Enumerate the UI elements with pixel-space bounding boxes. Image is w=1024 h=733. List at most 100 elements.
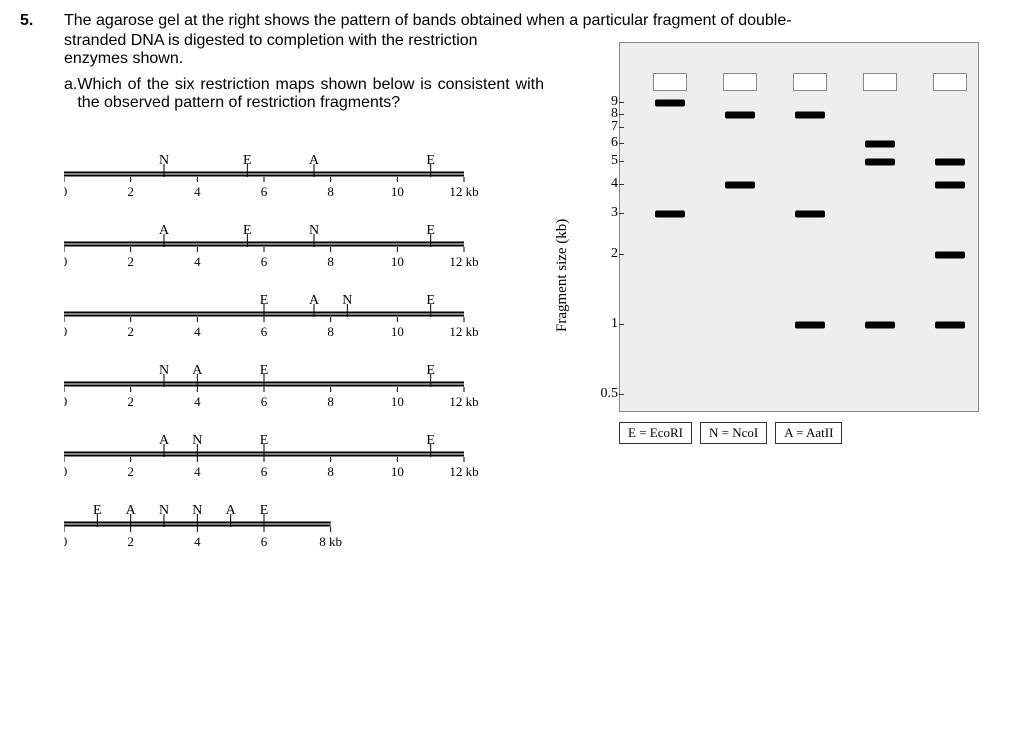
- gel-band: [935, 159, 965, 166]
- svg-text:4: 4: [194, 464, 201, 479]
- svg-text:4: 4: [194, 324, 201, 339]
- gel-band: [865, 140, 895, 147]
- svg-text:E: E: [426, 433, 435, 448]
- gel-figure: Fragment size (kb) ANA+NEE+N E = EcoRIN …: [564, 42, 984, 472]
- gel-band: [935, 181, 965, 188]
- svg-text:8: 8: [327, 184, 334, 199]
- svg-text:A: A: [126, 503, 137, 518]
- svg-text:A: A: [192, 363, 203, 378]
- gel-band: [795, 321, 825, 328]
- svg-text:12 kb: 12 kb: [449, 464, 478, 479]
- legend-entry: N = NcoI: [700, 422, 767, 444]
- svg-text:6: 6: [261, 534, 268, 549]
- gel-band: [865, 321, 895, 328]
- restriction-map: 024681012 kbNEAE: [64, 152, 504, 200]
- svg-text:10: 10: [391, 464, 404, 479]
- svg-text:E: E: [260, 363, 269, 378]
- gel-ytick: 1: [594, 316, 618, 332]
- svg-text:E: E: [426, 153, 435, 168]
- svg-text:10: 10: [391, 324, 404, 339]
- svg-text:N: N: [309, 223, 319, 238]
- svg-text:6: 6: [261, 184, 268, 199]
- gel-legend: E = EcoRI N = NcoI A = AatII: [619, 422, 979, 444]
- svg-text:12 kb: 12 kb: [449, 184, 478, 199]
- svg-text:0: 0: [64, 394, 67, 409]
- svg-text:E: E: [93, 503, 102, 518]
- gel-plot-area: [619, 42, 979, 412]
- gel-band: [935, 251, 965, 258]
- svg-text:E: E: [260, 503, 269, 518]
- restriction-map: 02468 kbEANNAE: [64, 502, 504, 550]
- svg-text:N: N: [192, 433, 202, 448]
- gel-well: [653, 73, 687, 91]
- svg-text:N: N: [159, 503, 169, 518]
- svg-text:4: 4: [194, 394, 201, 409]
- svg-text:6: 6: [261, 394, 268, 409]
- svg-text:6: 6: [261, 324, 268, 339]
- svg-text:N: N: [159, 153, 169, 168]
- gel-band: [795, 111, 825, 118]
- svg-text:0: 0: [64, 184, 67, 199]
- svg-text:0: 0: [64, 324, 67, 339]
- svg-text:12 kb: 12 kb: [449, 394, 478, 409]
- svg-text:2: 2: [127, 394, 133, 409]
- svg-text:2: 2: [127, 324, 133, 339]
- gel-band: [865, 159, 895, 166]
- svg-text:N: N: [159, 363, 169, 378]
- gel-well: [723, 73, 757, 91]
- question-number: 5.: [20, 12, 64, 30]
- gel-ytick: 6: [594, 135, 618, 151]
- svg-text:8 kb: 8 kb: [319, 534, 342, 549]
- svg-text:N: N: [192, 503, 202, 518]
- gel-band: [655, 210, 685, 217]
- svg-text:E: E: [260, 433, 269, 448]
- subquestion-a-text: Which of the six restriction maps shown …: [77, 76, 544, 112]
- svg-text:E: E: [426, 293, 435, 308]
- gel-ytick: 4: [594, 176, 618, 192]
- restriction-map: 0 2 4 6 8 10 12 kb A N E E: [64, 432, 504, 480]
- restriction-map: 024681012 kbEANE: [64, 292, 504, 340]
- gel-well: [933, 73, 967, 91]
- svg-text:2: 2: [127, 534, 133, 549]
- restriction-map: 024681012 kbNAEE: [64, 362, 504, 410]
- svg-text:2: 2: [127, 184, 133, 199]
- svg-text:A: A: [309, 293, 320, 308]
- svg-text:A: A: [226, 503, 237, 518]
- svg-text:0: 0: [64, 534, 67, 549]
- svg-text:8: 8: [327, 394, 334, 409]
- gel-well: [793, 73, 827, 91]
- subquestion-a-label: a.: [64, 76, 77, 112]
- gel-band: [935, 321, 965, 328]
- svg-text:A: A: [309, 153, 320, 168]
- gel-well: [863, 73, 897, 91]
- svg-text:8: 8: [327, 254, 334, 269]
- gel-ytick: 5: [594, 153, 618, 169]
- svg-text:A: A: [159, 433, 170, 448]
- gel-ytick: 3: [594, 205, 618, 221]
- svg-text:6: 6: [261, 464, 268, 479]
- svg-text:0: 0: [64, 254, 67, 269]
- gel-ytick: 7: [594, 119, 618, 135]
- gel-band: [795, 210, 825, 217]
- question-intro-line1: The agarose gel at the right shows the p…: [64, 12, 1004, 30]
- svg-text:8: 8: [327, 324, 334, 339]
- gel-ytick: 2: [594, 246, 618, 262]
- legend-entry: A = AatII: [775, 422, 842, 444]
- restriction-maps: 024681012 kbNEAE024681012 kbAENE02468101…: [64, 152, 544, 550]
- gel-ytick: 0.5: [594, 386, 618, 402]
- svg-text:8: 8: [327, 464, 334, 479]
- svg-text:N: N: [342, 293, 352, 308]
- legend-entry: E = EcoRI: [619, 422, 692, 444]
- svg-text:4: 4: [194, 184, 201, 199]
- svg-text:E: E: [426, 223, 435, 238]
- svg-text:A: A: [159, 223, 170, 238]
- svg-text:E: E: [426, 363, 435, 378]
- svg-text:4: 4: [194, 254, 201, 269]
- svg-text:0: 0: [64, 464, 67, 479]
- gel-band: [725, 111, 755, 118]
- svg-text:2: 2: [127, 254, 133, 269]
- gel-y-axis-label: Fragment size (kb): [554, 219, 571, 332]
- svg-text:2: 2: [127, 464, 133, 479]
- svg-text:6: 6: [261, 254, 268, 269]
- svg-text:E: E: [260, 293, 269, 308]
